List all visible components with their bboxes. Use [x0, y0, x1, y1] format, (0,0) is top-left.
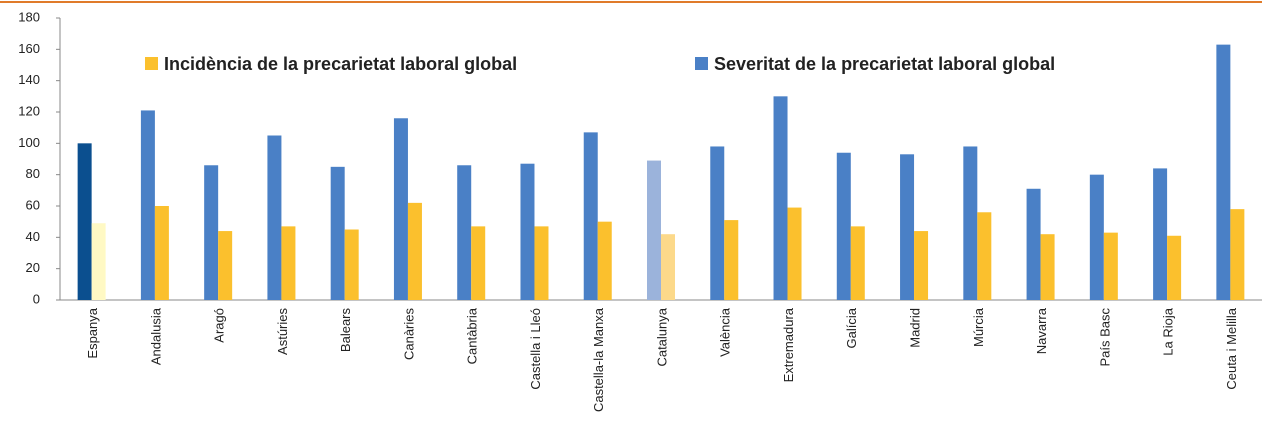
bar	[393, 118, 408, 301]
bar	[204, 165, 219, 300]
x-tick-label: Castella i Lleó	[528, 308, 543, 390]
x-tick-label: País Basc	[1097, 308, 1112, 367]
x-tick-label: Ceuta i Melilla	[1224, 307, 1239, 389]
bar	[1153, 168, 1168, 300]
y-tick-label: 20	[26, 260, 40, 275]
x-tick-label: Aragó	[212, 308, 227, 343]
bar	[218, 231, 233, 300]
x-tick-label: València	[718, 307, 733, 357]
bar	[597, 221, 612, 300]
bar	[1230, 209, 1245, 300]
bar	[330, 166, 345, 300]
bar	[91, 223, 106, 300]
bar	[140, 110, 155, 300]
bar	[281, 226, 296, 300]
x-tick-label: Catalunya	[654, 307, 669, 366]
x-tick-label: Andalusia	[148, 307, 163, 365]
x-tick-label: Canàries	[401, 308, 416, 361]
bar	[787, 207, 802, 300]
y-tick-label: 40	[26, 229, 40, 244]
bar	[661, 234, 675, 300]
bar	[647, 160, 661, 300]
bar	[344, 229, 359, 300]
bar	[267, 135, 282, 300]
y-tick-label: 0	[33, 291, 40, 306]
bar	[1026, 188, 1041, 300]
legend-label: Severitat de la precarietat laboral glob…	[714, 54, 1055, 74]
y-tick-label: 80	[26, 166, 40, 181]
x-tick-label: Extremadura	[781, 307, 796, 382]
bar	[520, 163, 535, 300]
bar	[724, 220, 739, 300]
bar	[1216, 44, 1231, 301]
x-tick-label: Navarra	[1034, 307, 1049, 354]
y-tick-label: 60	[26, 197, 40, 212]
bar	[583, 132, 598, 300]
x-tick-label: Cantàbria	[465, 307, 480, 364]
y-tick-label: 160	[18, 41, 40, 56]
bar	[471, 226, 486, 300]
y-tick-label: 180	[18, 9, 40, 24]
x-tick-label: Balears	[338, 308, 353, 353]
bar	[534, 226, 549, 300]
y-tick-label: 100	[18, 135, 40, 150]
bar	[1167, 235, 1182, 300]
x-tick-label: Castella-la Manxa	[591, 307, 606, 412]
bar	[900, 154, 915, 300]
legend-swatch	[145, 57, 158, 70]
x-tick-label: Madrid	[907, 308, 922, 348]
bar	[154, 206, 169, 300]
bar	[836, 152, 851, 300]
bar	[850, 226, 865, 300]
bar	[1089, 174, 1104, 300]
bar	[963, 146, 978, 300]
bar	[710, 146, 725, 300]
bar	[457, 165, 472, 300]
bar	[77, 143, 92, 300]
legend-swatch	[695, 57, 708, 70]
bar	[977, 212, 992, 300]
bar	[407, 202, 422, 300]
y-tick-label: 120	[18, 103, 40, 118]
bar	[1040, 234, 1055, 300]
bar	[773, 96, 788, 300]
x-tick-label: Múrcia	[971, 307, 986, 347]
x-tick-label: Galícia	[844, 307, 859, 348]
x-tick-label: Astúries	[275, 308, 290, 355]
x-tick-label: Espanya	[85, 307, 100, 358]
legend-label: Incidència de la precarietat laboral glo…	[164, 54, 517, 74]
y-tick-label: 140	[18, 72, 40, 87]
x-tick-label: La Rioja	[1161, 307, 1176, 355]
bar	[914, 231, 929, 300]
bar	[1103, 232, 1118, 300]
